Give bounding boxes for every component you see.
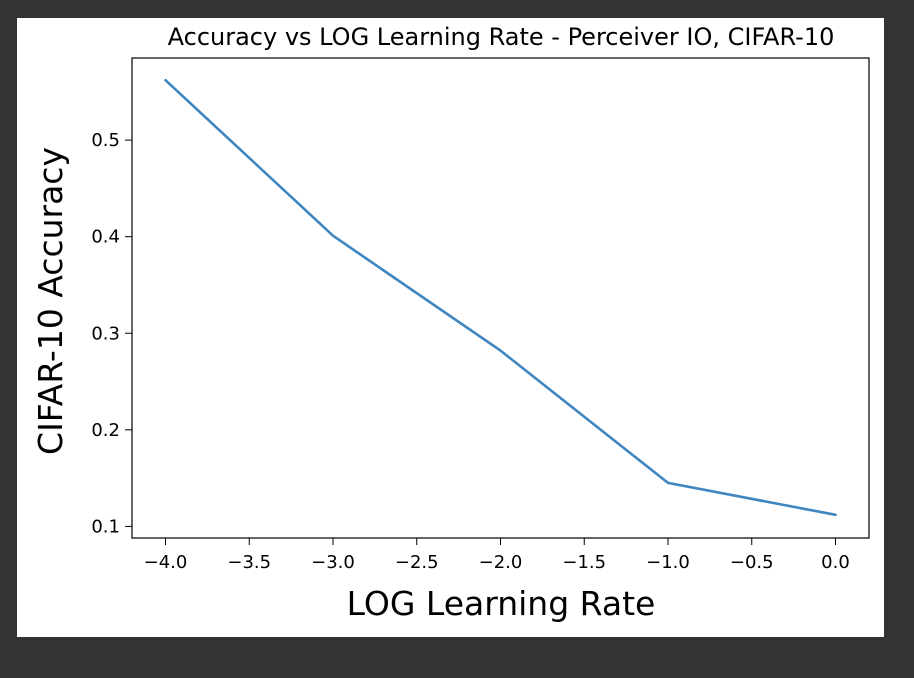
x-tick-label: −3.5 [227,552,271,573]
x-tick-label: −2.0 [479,552,523,573]
y-tick-label: 0.1 [91,516,120,537]
y-tick-label: 0.4 [91,227,120,248]
plot-area: −4.0 −3.5 −3.0 −2.5 −2.0 −1.5 −1.0 −0.5 0.0 0.10… [91,57,870,573]
y-tick-label: 0.2 [91,420,120,441]
x-tick-label: −1.0 [646,552,690,573]
y-axis-label: CIFAR-10 Accuracy [31,147,70,455]
x-axis: −4.0 −3.5 −3.0 −2.5 −2.0 −1.5 −1.0 −0.5 0.0 [144,538,850,573]
x-tick-label: −4.0 [144,552,188,573]
series-layer [164,78,837,517]
x-tick-label: −2.5 [395,552,439,573]
y-tick-label: 0.5 [91,130,120,151]
y-axis: 0.1 0.2 0.3 0.4 0.5 [91,130,132,537]
x-axis-label: LOG Learning Rate [347,584,656,623]
plot-frame [131,57,870,539]
figure-panel: Accuracy vs LOG Learning Rate - Perceive… [17,18,884,637]
y-tick-label: 0.3 [91,323,120,344]
series-line-0 [164,78,837,517]
line-chart: Accuracy vs LOG Learning Rate - Perceive… [31,23,870,623]
x-tick-label: −3.0 [311,552,355,573]
chart-title: Accuracy vs LOG Learning Rate - Perceive… [168,23,835,51]
x-tick-label: 0.0 [821,552,850,573]
x-tick-label: −1.5 [562,552,606,573]
x-tick-label: −0.5 [730,552,774,573]
